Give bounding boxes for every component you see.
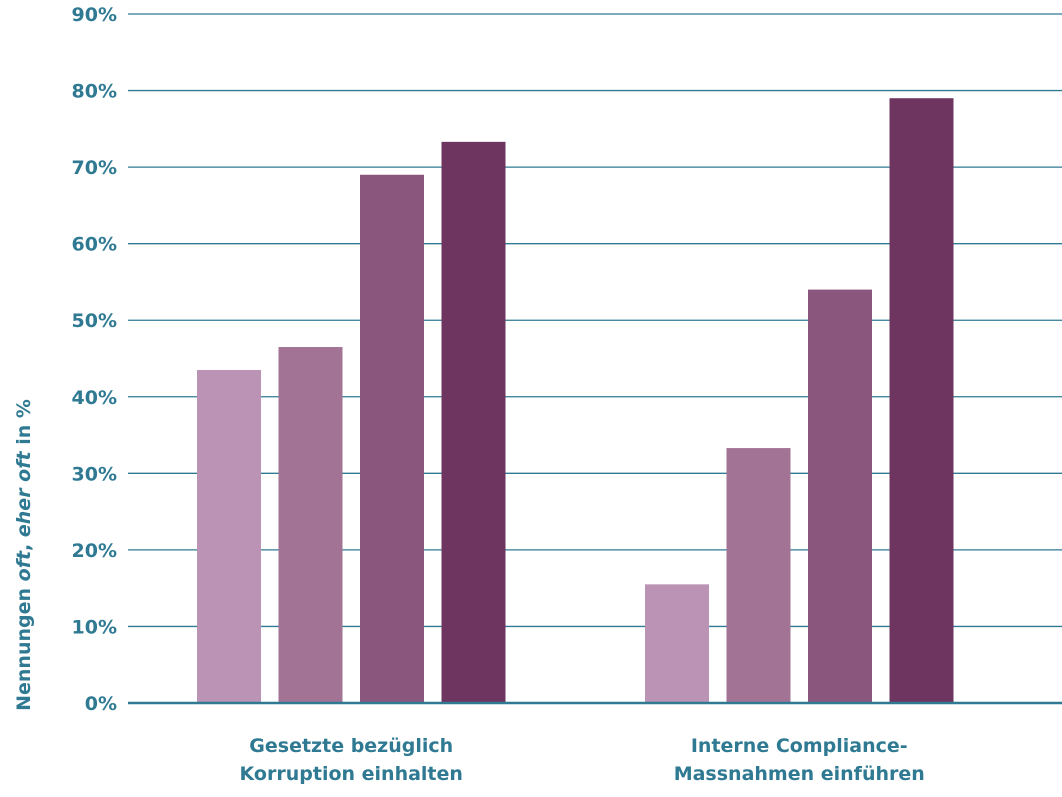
y-tick-label: 10% [72, 616, 117, 638]
bar-series2-cat1 [278, 347, 343, 703]
labels: 0% 10% 20% 30% 40% 50% 60% 70% 80% 90% Gesetzte be… [13, 4, 925, 785]
category-label: Interne Compliance- Massnahmen einführen [674, 735, 925, 785]
category-label-line: Interne Compliance- [691, 735, 908, 757]
y-tick-label: 70% [72, 157, 117, 179]
bar-series3-cat1 [360, 174, 424, 703]
bar-series4-cat2 [889, 98, 954, 703]
category-label-line: Gesetzte bezüglich [249, 735, 453, 757]
y-axis-title: Nennungen oft, eher oft in % [13, 399, 35, 711]
bar-series1-cat2 [645, 584, 709, 703]
y-tick-label: 40% [72, 387, 117, 409]
y-axis-title-part: eher oft [13, 451, 35, 538]
bar-series4-cat1 [441, 141, 506, 703]
y-tick-label: 0% [85, 693, 117, 715]
y-tick-label: 90% [72, 4, 117, 26]
category-label: Gesetzte bezüglich Korruption einhalten [240, 735, 463, 785]
category-label-line: Massnahmen einführen [674, 763, 925, 785]
y-tick-label: 20% [72, 540, 117, 562]
bars [197, 98, 954, 703]
y-axis-title-part: Nennungen [13, 581, 35, 711]
y-axis-title-part: in % [13, 399, 35, 451]
bar-series1-cat1 [197, 369, 261, 703]
category-label-line: Korruption einhalten [240, 763, 463, 785]
bar-series2-cat2 [726, 448, 791, 703]
y-tick-label: 50% [72, 310, 117, 332]
y-tick-label: 30% [72, 463, 117, 485]
y-tick-label: 80% [72, 81, 117, 103]
y-tick-label: 60% [72, 234, 117, 256]
y-axis-title-part: oft [13, 550, 35, 581]
y-axis-title-part: , [13, 537, 35, 551]
bar-series3-cat2 [808, 289, 872, 703]
